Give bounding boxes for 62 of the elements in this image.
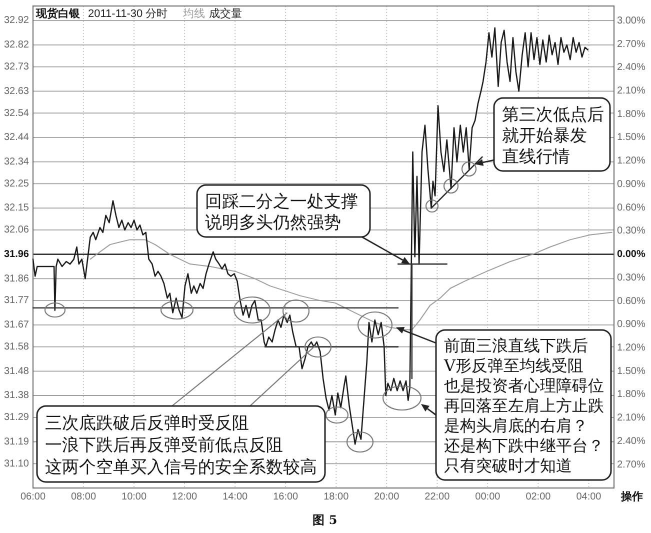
y-tick-label: 31.86 — [4, 273, 30, 284]
y-tick-label: 32.73 — [4, 62, 30, 72]
x-tick-label: 02:00 — [526, 492, 552, 503]
y2-tick-label: 1.20% — [617, 342, 646, 354]
x-tick-label: 18:00 — [324, 492, 350, 503]
y-tick-label: 31.19 — [4, 436, 30, 448]
y-tick-label: 31.38 — [4, 390, 30, 402]
y-tick-label: 32.44 — [4, 132, 30, 144]
x-tick-label: 12:00 — [172, 492, 198, 503]
y2-tick-label: 0.30% — [617, 272, 646, 284]
y2-tick-label: 0.90% — [617, 178, 646, 190]
y-tick-label: 32.54 — [4, 108, 30, 119]
y-tick-label: 31.77 — [4, 295, 30, 306]
y-tick-label: 32.63 — [4, 86, 30, 97]
chart-subtitle: 2011-11-30 分时 — [88, 7, 168, 20]
y2-tick-label: 1.50% — [617, 366, 646, 377]
annotation: 第三次低点后就开始暴发直线行情 — [502, 104, 604, 167]
x-tick-label: 06:00 — [20, 492, 46, 503]
x-tick-label: 16:00 — [273, 492, 299, 503]
y-tick-label: 31.29 — [4, 412, 30, 424]
annotation: 前面三浪直线下跌后V形反弹至均线受阻也是投资者心理障碍位再回落至左肩上方止跌是构头肩底的右肩？还是构下跌中继平台？只有突破时才知道 — [443, 336, 604, 475]
caption: 图 5 — [312, 513, 338, 528]
x-tick-label: 00:00 — [475, 492, 501, 503]
x-tick-label: 04:00 — [576, 492, 602, 503]
y2-tick-label: 2.40% — [617, 436, 646, 447]
y2-tick-label: 0.60% — [617, 296, 646, 307]
text: 均线 — [182, 7, 205, 20]
chart-title: 现货白银 — [35, 7, 81, 20]
y-tick-label: 31.48 — [4, 366, 30, 377]
y-tick-label: 32.15 — [4, 202, 30, 214]
annotation: 三次底跌破后反弹时受反阻一浪下跌后再反弹受前低点反阻这两个空单买入信号的安全系数较高 — [45, 414, 317, 478]
y2-tick-label: 1.20% — [617, 156, 646, 167]
y2-tick-label: 2.10% — [617, 412, 646, 424]
y2-tick-label: 1.80% — [617, 108, 646, 120]
y2-tick-label: 0.30% — [617, 226, 646, 237]
y-tick-label: 31.96 — [4, 248, 30, 260]
y-tick-label: 32.06 — [4, 224, 30, 236]
text: 操作 — [620, 490, 643, 503]
y-tick-label: 31.10 — [4, 458, 30, 470]
y2-tick-label: 1.80% — [617, 389, 646, 400]
y-tick-label: 32.92 — [4, 15, 30, 26]
y2-tick-label: 1.50% — [617, 132, 646, 144]
y-tick-label: 32.82 — [4, 40, 30, 51]
y-tick-label: 32.34 — [4, 156, 30, 168]
y-tick-label: 32.25 — [4, 178, 30, 190]
y2-tick-label: 2.70% — [617, 459, 646, 470]
y2-tick-label: 2.70% — [617, 38, 646, 50]
x-tick-label: 14:00 — [222, 492, 248, 503]
y2-tick-label: 2.10% — [617, 86, 646, 97]
annotation: 回踩二分之一处支撑说明多头仍然强势 — [205, 192, 358, 233]
x-tick-label: 10:00 — [122, 492, 147, 503]
y-tick-label: 31.67 — [4, 320, 30, 331]
annotation: 成交量 — [208, 7, 242, 20]
x-tick-label: 20:00 — [374, 492, 400, 503]
y-tick-label: 31.58 — [4, 341, 30, 352]
y2-tick-label: 0.00% — [617, 249, 646, 260]
y2-tick-label: 2.40% — [617, 62, 646, 74]
x-tick-label: 22:00 — [424, 492, 450, 503]
y2-tick-label: 3.00% — [617, 15, 646, 26]
y2-tick-label: 0.60% — [617, 202, 646, 214]
y2-tick-label: 0.90% — [617, 319, 646, 330]
x-tick-label: 08:00 — [71, 492, 96, 503]
